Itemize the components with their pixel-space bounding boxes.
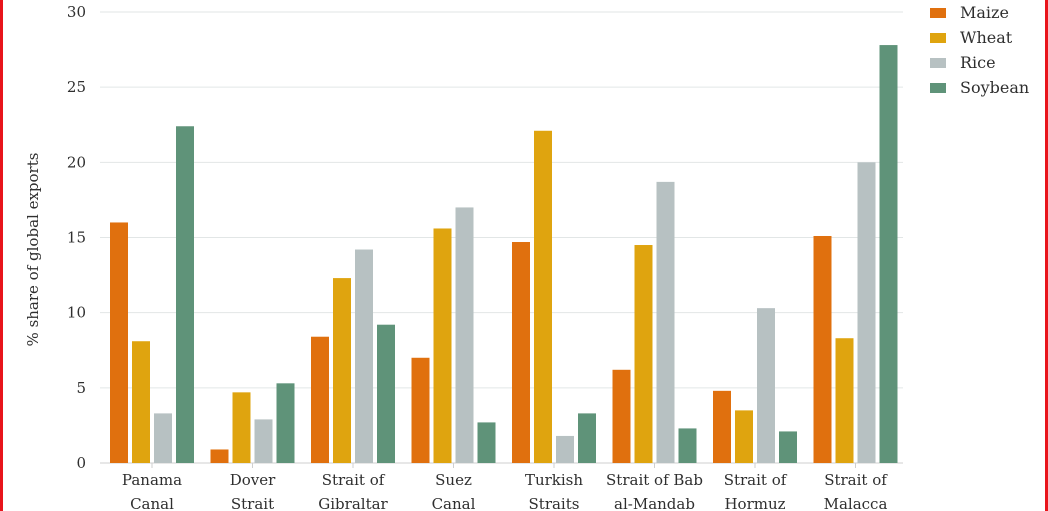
- legend-label-wheat: Wheat: [960, 28, 1013, 47]
- bar-wheat: [835, 338, 854, 463]
- bar-rice: [857, 162, 876, 464]
- bar-maize: [411, 357, 430, 463]
- bar-maize: [512, 242, 530, 463]
- legend-swatch-wheat: [930, 33, 946, 43]
- bar-soybean: [779, 431, 797, 463]
- bar-wheat: [433, 228, 452, 463]
- legend-label-rice: Rice: [960, 53, 996, 72]
- legend-swatch-rice: [930, 58, 946, 68]
- x-category-label: Turkish Straits: [525, 471, 583, 511]
- bar-maize: [713, 390, 731, 463]
- bar-soybean: [477, 422, 496, 463]
- bar-maize: [813, 235, 832, 463]
- bar-soybean: [678, 428, 697, 463]
- bar-soybean: [176, 126, 194, 464]
- y-tick-label: 20: [67, 153, 86, 171]
- y-tick-label: 25: [67, 78, 86, 96]
- legend-swatch-soybean: [930, 83, 946, 93]
- legend-label-maize: Maize: [960, 3, 1009, 22]
- y-axis-label: % share of global exports: [24, 153, 42, 347]
- x-category-label: Strait of Hormuz: [724, 471, 788, 511]
- y-tick-label: 10: [67, 304, 86, 322]
- bar-wheat: [333, 278, 351, 463]
- legend-label-soybean: Soybean: [960, 78, 1029, 97]
- bar-wheat: [534, 130, 552, 463]
- bar-soybean: [879, 45, 898, 463]
- y-tick-label: 15: [67, 229, 86, 247]
- bar-wheat: [232, 392, 251, 463]
- bar-rice: [455, 207, 474, 463]
- x-category-label: Dover Strait: [230, 471, 276, 511]
- bar-wheat: [735, 410, 753, 463]
- y-tick-label: 0: [76, 454, 86, 472]
- bar-maize: [612, 369, 631, 463]
- bar-maize: [110, 222, 128, 463]
- bar-soybean: [578, 413, 596, 463]
- bar-rice: [757, 308, 775, 463]
- x-axis: Panama Canal Dover Strait Strait of Gibraltar…: [122, 463, 888, 511]
- bar-rice: [556, 435, 574, 463]
- bar-maize: [210, 449, 229, 463]
- y-tick-label: 5: [76, 379, 86, 397]
- bar-soybean: [276, 383, 295, 463]
- x-category-label: Strait of Malacca: [824, 471, 889, 511]
- bars: [110, 45, 898, 464]
- bar-wheat: [634, 245, 653, 463]
- gridlines: [100, 11, 903, 464]
- bar-rice: [154, 413, 172, 463]
- bar-wheat: [132, 341, 150, 463]
- legend-swatch-maize: [930, 8, 946, 18]
- y-axis: 0 5 10 15 20 25 30: [67, 3, 86, 472]
- legend: Maize Wheat Rice Soybean: [930, 3, 1029, 97]
- bar-rice: [254, 419, 273, 463]
- y-tick-label: 30: [67, 3, 86, 21]
- x-category-label: Strait of Gibraltar: [318, 471, 388, 511]
- bar-rice: [656, 181, 675, 464]
- bar-soybean: [377, 324, 395, 463]
- x-category-label: Suez Canal: [432, 471, 476, 511]
- bar-rice: [355, 249, 373, 463]
- x-category-label: Strait of Bab al-Mandab: [606, 471, 703, 511]
- bar-maize: [311, 336, 329, 463]
- x-category-label: Panama Canal: [122, 471, 182, 511]
